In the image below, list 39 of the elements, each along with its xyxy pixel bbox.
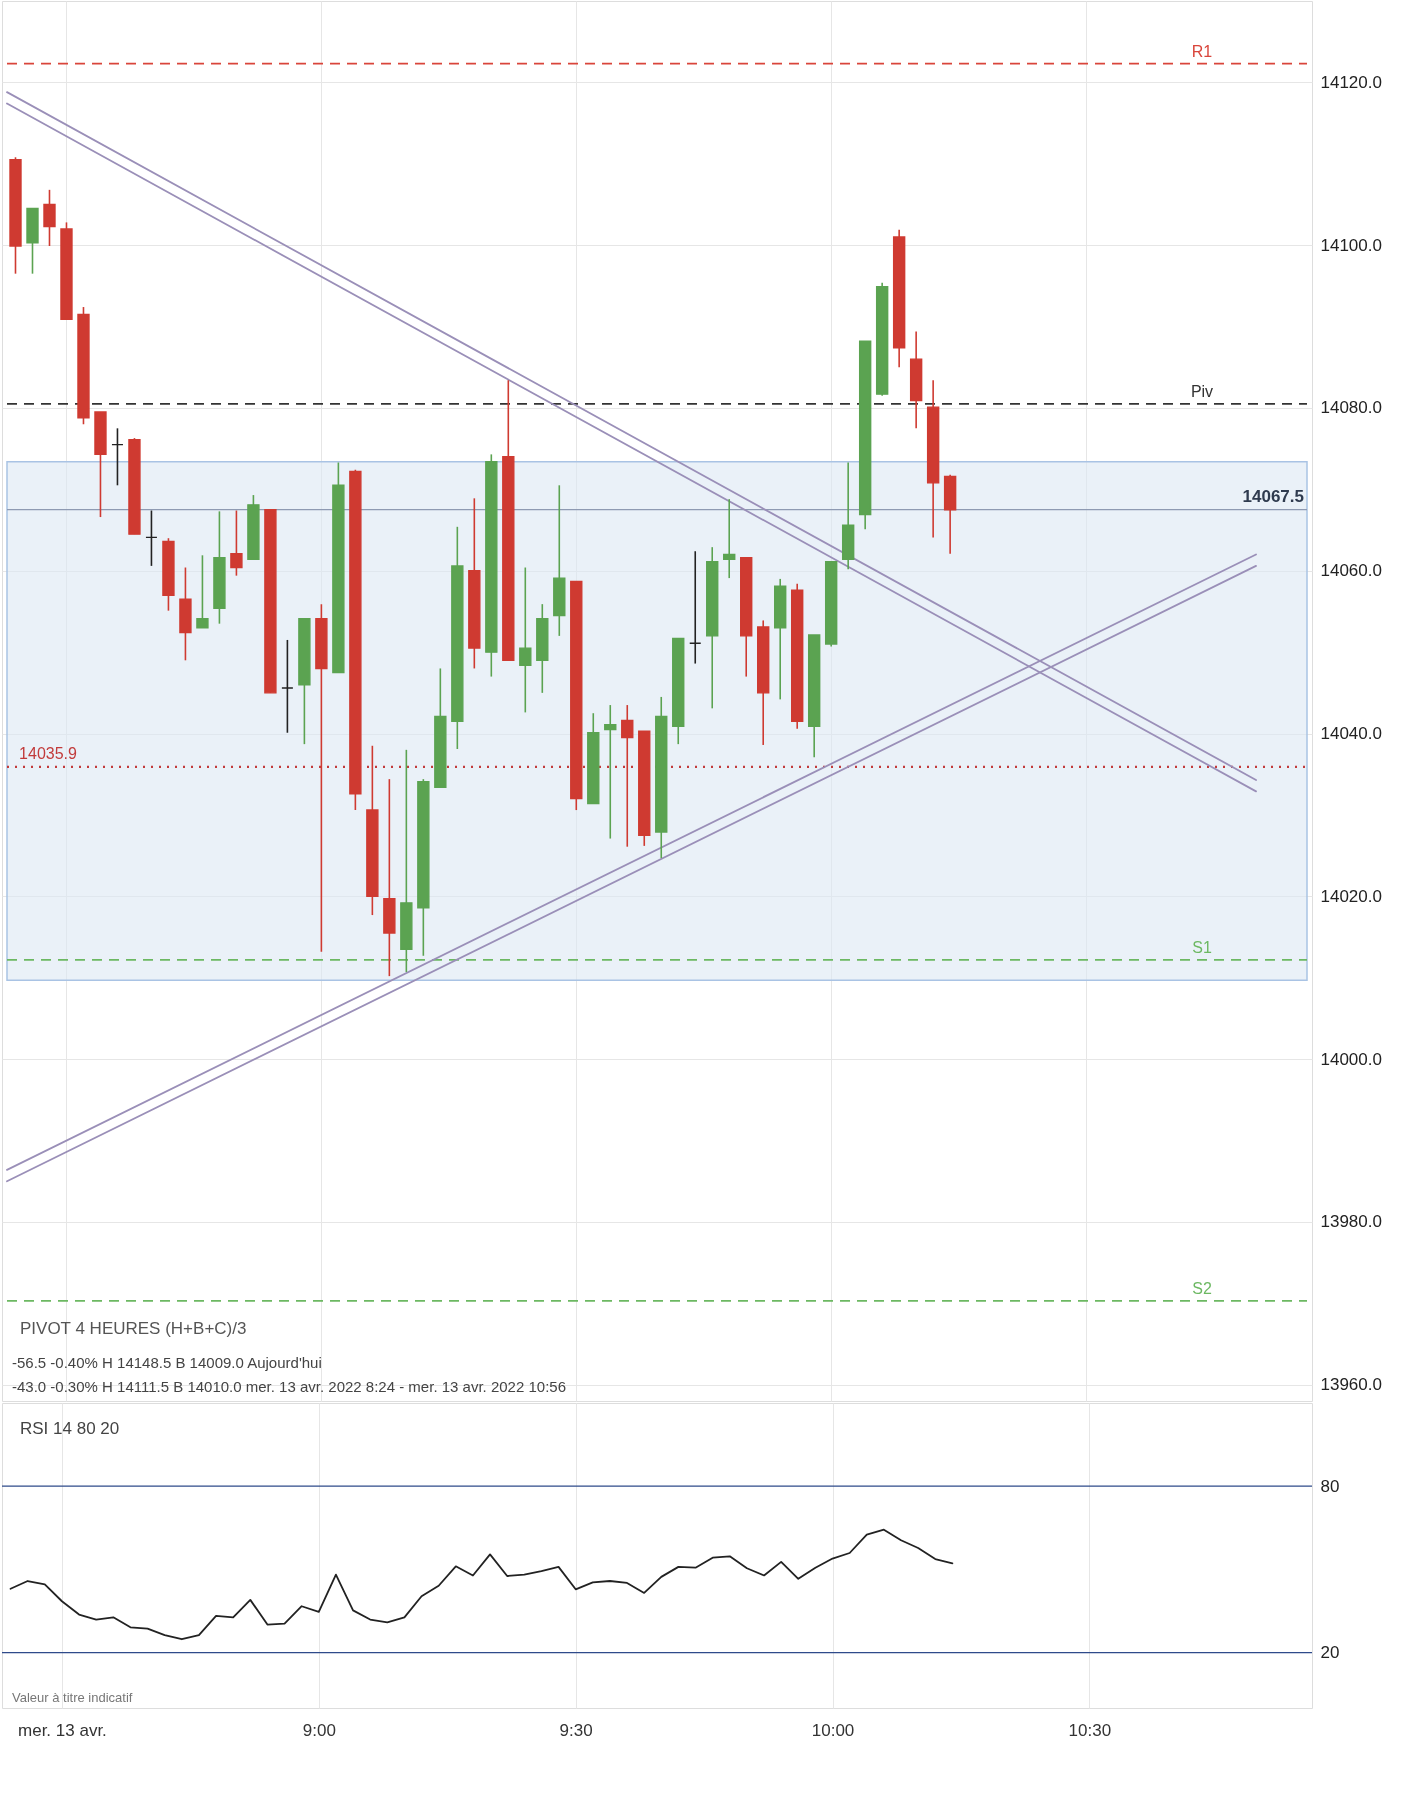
y-tick-label: 80 bbox=[1320, 1476, 1340, 1496]
y-tick-label: 14080.0 bbox=[1320, 398, 1382, 418]
candlestick bbox=[621, 704, 634, 848]
y-tick-label: 14020.0 bbox=[1320, 886, 1382, 906]
y-tick-label: 13960.0 bbox=[1320, 1375, 1382, 1395]
x-tick-label: 10:30 bbox=[1068, 1720, 1112, 1740]
annotation: RSI 14 80 20 bbox=[20, 1419, 120, 1438]
ref-line-label: R1 bbox=[1191, 42, 1213, 60]
candlestick bbox=[111, 427, 124, 487]
y-tick-label: 14100.0 bbox=[1320, 235, 1382, 255]
annotation: -56.5 -0.40% H 14148.5 B 14009.0 Aujourd'hui bbox=[12, 1354, 322, 1371]
y-tick-label: 13980.0 bbox=[1320, 1212, 1382, 1232]
x-tick-label: mer. 13 avr. bbox=[18, 1720, 107, 1740]
annotation: PIVOT 4 HEURES (H+B+C)/3 bbox=[20, 1319, 247, 1338]
annotation: Valeur à titre indicatif bbox=[12, 1690, 133, 1705]
candlestick bbox=[281, 639, 294, 734]
ref-line-label: 14035.9 bbox=[19, 744, 78, 762]
candlestick bbox=[519, 566, 532, 714]
x-tick-label: 9:30 bbox=[559, 1720, 593, 1740]
candlestick bbox=[43, 189, 56, 247]
y-tick-label: 20 bbox=[1320, 1643, 1340, 1663]
line-series bbox=[9, 1528, 954, 1641]
annotation: -43.0 -0.30% H 14111.5 B 14010.0 mer. 13 avr. 2022 8:24 - mer. 13 avr. 2022 10:56 bbox=[12, 1378, 566, 1395]
x-tick-label: 9:00 bbox=[302, 1720, 336, 1740]
candlestick bbox=[196, 554, 209, 629]
candlestick bbox=[604, 704, 617, 840]
y-tick-label: 14060.0 bbox=[1320, 561, 1382, 581]
candlestick bbox=[723, 498, 736, 579]
candlestick bbox=[689, 550, 702, 665]
candlestick bbox=[145, 509, 158, 567]
ref-line-label: S1 bbox=[1192, 938, 1212, 956]
y-tick-label: 14120.0 bbox=[1320, 72, 1382, 92]
y-tick-label: 14000.0 bbox=[1320, 1049, 1382, 1069]
ref-line-label: Piv bbox=[1190, 382, 1214, 400]
ref-line-label: 14067.5 bbox=[1242, 486, 1304, 506]
ref-line-label: S2 bbox=[1192, 1279, 1212, 1297]
y-tick-label: 14040.0 bbox=[1320, 724, 1382, 744]
candlestick bbox=[230, 509, 243, 577]
x-tick-label: 10:00 bbox=[811, 1720, 855, 1740]
